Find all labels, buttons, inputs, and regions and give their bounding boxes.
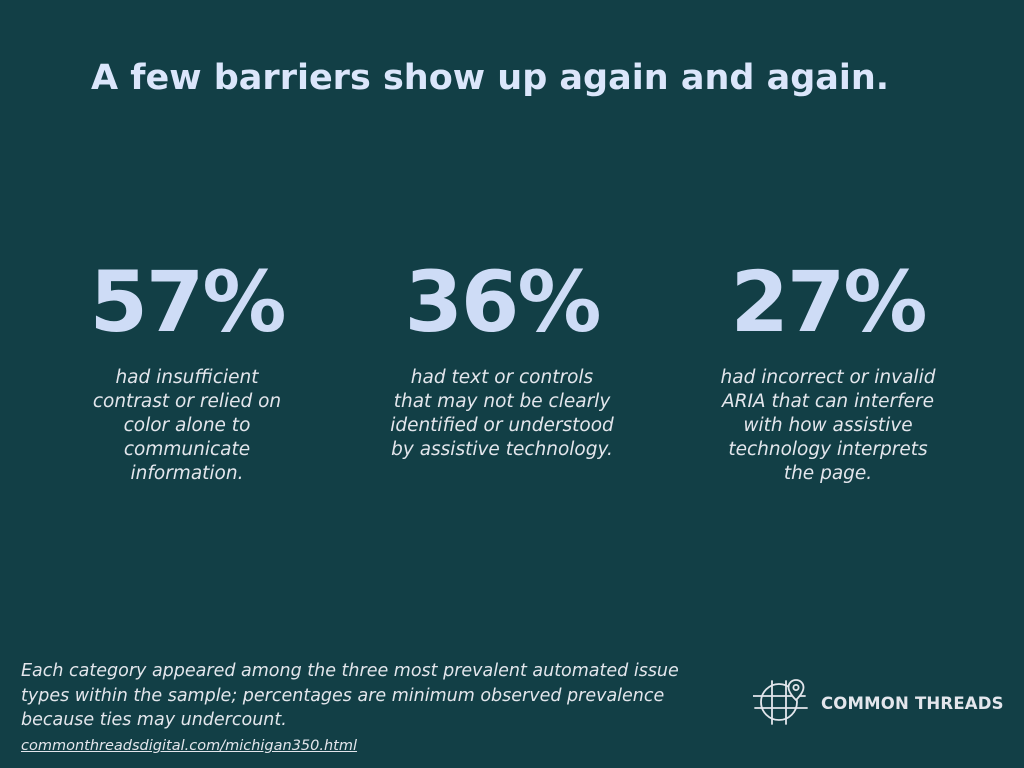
stat-value: 57% [89, 253, 286, 351]
brand-logo: COMMON THREADS [752, 676, 1004, 730]
brand-name: COMMON THREADS [821, 693, 1004, 713]
stat-description: had incorrect or invalid ARIA that can i… [720, 367, 936, 484]
stat-card-2: 36% had text or controls that may not be… [382, 254, 622, 462]
globe-location-pin-icon [752, 676, 811, 730]
stat-description: had text or controls that may not be cle… [390, 367, 614, 460]
stat-value: 27% [730, 253, 927, 351]
stat-value: 36% [404, 253, 601, 351]
slide-title: A few barriers show up again and again. [91, 58, 890, 98]
stat-card-3: 27% had incorrect or invalid ARIA that c… [708, 254, 948, 486]
source-link[interactable]: commonthreadsdigital.com/michigan350.htm… [21, 738, 358, 754]
stat-description: had insufficient contrast or relied on c… [92, 367, 282, 484]
footnote: Each category appeared among the three m… [21, 661, 679, 730]
stat-card-1: 57% had insufficient contrast or relied … [67, 254, 307, 486]
